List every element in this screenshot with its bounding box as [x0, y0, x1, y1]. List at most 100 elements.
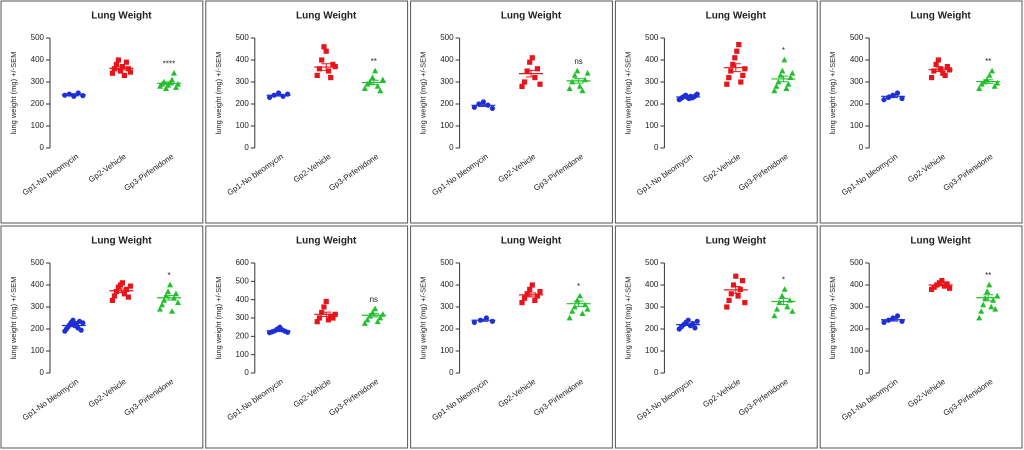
data-point: [692, 325, 698, 331]
y-tick-label: 0: [654, 368, 659, 377]
y-axis-label: lung weight (mg) +/-SEM: [623, 277, 632, 360]
panel-border: [205, 225, 409, 449]
y-tick-label: 300: [235, 77, 249, 86]
data-point: [566, 85, 573, 91]
data-point: [361, 320, 368, 326]
data-point: [123, 59, 129, 65]
data-point: [372, 305, 379, 312]
data-point: [739, 278, 746, 284]
chart-title: Lung Weight: [296, 236, 357, 247]
chart-title: Lung Weight: [910, 236, 971, 247]
y-tick-label: 400: [31, 280, 45, 289]
y-tick-label: 400: [440, 55, 454, 64]
panel-border: [0, 0, 204, 224]
data-point: [726, 297, 732, 303]
panel: Lung Weight lung weight (mg) +/-SEM 0 100 20…: [0, 0, 204, 224]
chart-title: Lung Weight: [91, 236, 152, 247]
data-point: [372, 67, 379, 74]
data-point: [534, 293, 541, 299]
data-point: [685, 317, 691, 323]
data-point: [881, 97, 887, 103]
y-tick-label: 400: [850, 280, 864, 289]
y-tick-label: 500: [440, 258, 454, 267]
data-point: [742, 300, 748, 306]
data-point: [935, 57, 941, 63]
data-point: [328, 75, 334, 81]
data-point: [537, 81, 543, 87]
y-axis-label: lung weight (mg) +/-SEM: [419, 52, 428, 135]
data-point: [582, 301, 589, 308]
data-point: [991, 83, 998, 89]
chart-title: Lung Weight: [910, 11, 971, 22]
panel: Lung Weight lung weight (mg) +/-SEM 0 100 20…: [819, 0, 1023, 224]
data-point: [994, 292, 1001, 299]
data-point: [521, 79, 528, 85]
x-tick-label: Gp2-Vehicle: [496, 377, 537, 410]
data-point: [78, 327, 84, 333]
y-tick-label: 500: [850, 258, 864, 267]
data-point: [986, 72, 993, 78]
panel: Lung Weight lung weight (mg) +/-SEM 0 100 20…: [205, 225, 409, 449]
data-point: [361, 85, 368, 91]
y-tick-label: 300: [31, 77, 45, 86]
y-tick-label: 100: [850, 346, 864, 355]
data-point: [519, 300, 525, 306]
y-tick-label: 400: [235, 55, 249, 64]
data-point: [736, 42, 742, 48]
data-point: [783, 85, 790, 91]
data-point: [167, 281, 173, 288]
data-point: [113, 289, 119, 295]
data-point: [173, 84, 179, 90]
data-point: [111, 293, 117, 299]
data-point: [316, 315, 323, 321]
y-tick-label: 500: [645, 258, 659, 267]
panel: Lung Weight lung weight (mg) +/-SEM 0 100 20…: [205, 0, 409, 224]
x-tick-label: Gp3-Pirfenidone: [327, 377, 380, 418]
data-point: [986, 281, 993, 288]
x-tick-label: Gp1-No bleomycin: [21, 152, 80, 197]
data-point: [785, 81, 792, 87]
panel: Lung Weight lung weight (mg) +/-SEM 0 100 20…: [410, 0, 613, 224]
significance-label: *: [782, 276, 785, 285]
significance-label: ns: [574, 57, 582, 66]
y-tick-label: 100: [850, 121, 864, 130]
data-point: [576, 83, 583, 89]
y-tick-label: 100: [440, 121, 454, 130]
data-point: [730, 282, 737, 288]
y-axis-label: lung weight (mg) +/-SEM: [623, 52, 632, 135]
chart-title: Lung Weight: [296, 11, 357, 22]
y-tick-label: 300: [850, 77, 864, 86]
data-point: [529, 55, 535, 61]
y-tick-label: 100: [645, 121, 659, 130]
x-tick-label: Gp2-Vehicle: [87, 377, 128, 410]
y-tick-label: 100: [440, 346, 454, 355]
data-point: [321, 44, 327, 50]
y-axis-label: lung weight (mg) +/-SEM: [419, 277, 428, 360]
significance-label: ****: [163, 59, 175, 68]
data-point: [489, 105, 495, 111]
data-point: [159, 301, 165, 308]
panel-border: [614, 0, 818, 224]
data-point: [285, 91, 291, 97]
y-tick-label: 500: [31, 258, 45, 267]
data-point: [173, 290, 179, 297]
data-point: [978, 308, 985, 314]
chart-title: Lung Weight: [501, 236, 562, 247]
data-point: [929, 75, 935, 81]
x-tick-label: Gp1-No bleomycin: [635, 152, 694, 197]
data-point: [894, 90, 901, 96]
data-point: [984, 288, 991, 294]
y-tick-label: 0: [449, 368, 454, 377]
data-point: [735, 293, 741, 299]
data-point: [314, 319, 320, 325]
data-point: [773, 306, 780, 312]
x-tick-label: Gp3-Pirfenidone: [942, 152, 995, 193]
data-point: [992, 306, 999, 312]
x-tick-label: Gp3-Pirfenidone: [532, 152, 585, 193]
data-point: [899, 95, 905, 102]
y-tick-label: 100: [31, 346, 45, 355]
data-point: [733, 273, 739, 279]
chart-title: Lung Weight: [501, 11, 562, 22]
data-point: [323, 298, 329, 305]
y-tick-label: 400: [850, 55, 864, 64]
